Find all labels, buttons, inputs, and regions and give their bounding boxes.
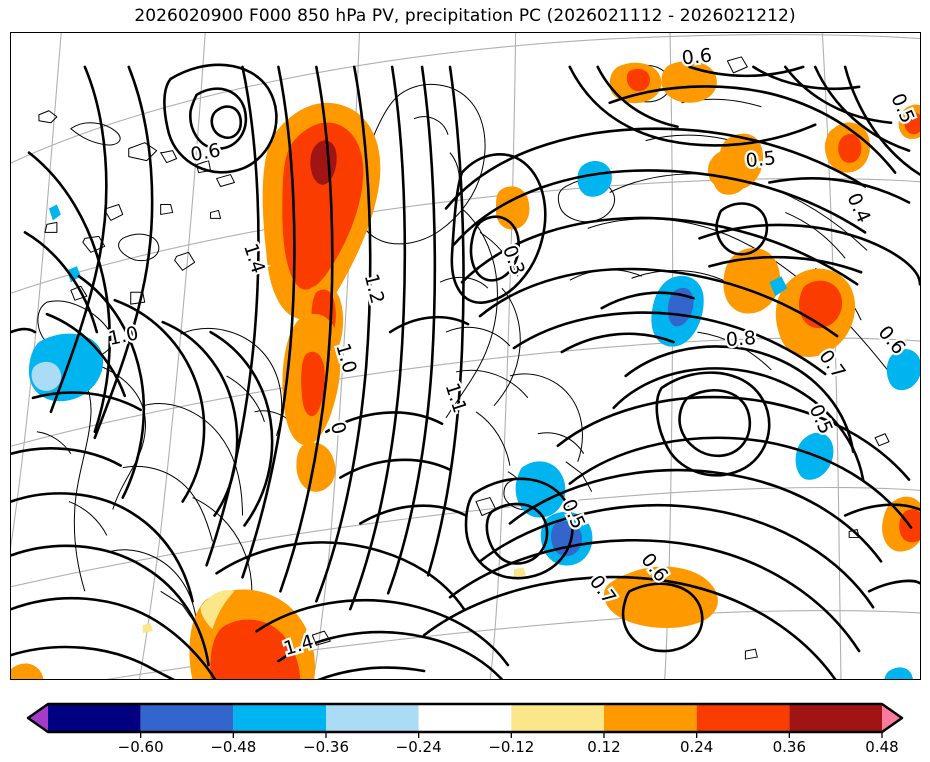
colorbar-cell-4 bbox=[326, 704, 419, 732]
shaded-region-edge-2-red bbox=[904, 113, 920, 135]
shaded-region-sw-corner bbox=[11, 663, 44, 679]
shaded-region-iceland2-blue bbox=[577, 160, 612, 197]
contour-labels: 1.4 1.2 1.0 1.1 0.3 0.6 0.5 0.5 0.4 0.8 … bbox=[104, 42, 920, 662]
shaded-region-far-right-blue2 bbox=[884, 667, 913, 679]
colorbar-swatches[interactable] bbox=[0, 698, 930, 740]
colorbar-tick-labels: −0.60 −0.48 −0.36 −0.24 −0.12 0.12 0.24 0.36 0.4… bbox=[0, 738, 930, 762]
colorbar-cell-1 bbox=[48, 704, 141, 732]
shaded-region-sw-red bbox=[210, 619, 301, 679]
colorbar-outline bbox=[26, 702, 904, 734]
colorbar-tick-label: −0.12 bbox=[488, 738, 535, 756]
shaded-region-far-right-blue bbox=[886, 349, 920, 391]
shaded-region-nw-red bbox=[282, 122, 364, 290]
contour-map-svg: 1.4 1.2 1.0 1.1 0.3 0.6 0.5 0.5 0.4 0.8 … bbox=[11, 33, 920, 679]
shaded-region-south-band bbox=[603, 566, 718, 629]
pv-contours bbox=[11, 63, 920, 679]
shaded-region-centre-cell-a bbox=[712, 153, 750, 195]
colorbar-cell-3 bbox=[233, 704, 326, 732]
shaded-region-iceland-blue-light bbox=[31, 361, 62, 391]
colorbar-cell-extend-low bbox=[28, 704, 48, 732]
colorbar[interactable]: −0.60 −0.48 −0.36 −0.24 −0.12 0.12 0.24 0.36 0.4… bbox=[0, 698, 930, 762]
colorbar-tick-label: −0.24 bbox=[395, 738, 442, 756]
shaded-region-scandi-lower bbox=[296, 442, 336, 492]
colorbar-tick-label: −0.48 bbox=[210, 738, 257, 756]
svg-text:0.5: 0.5 bbox=[805, 401, 837, 437]
svg-text:0: 0 bbox=[326, 419, 350, 437]
shaded-region-speck-1 bbox=[513, 567, 526, 578]
colorbar-cell-2 bbox=[140, 704, 234, 732]
colorbar-tick-label: −0.60 bbox=[117, 738, 164, 756]
shaded-region-tiny-blue-2 bbox=[66, 266, 81, 283]
map-plot-area[interactable]: 1.4 1.2 1.0 1.1 0.3 0.6 0.5 0.5 0.4 0.8 … bbox=[10, 32, 921, 680]
page-title: 2026020900 F000 850 hPa PV, precipitatio… bbox=[134, 6, 796, 26]
colorbar-tick-label: 0.36 bbox=[772, 738, 807, 756]
shaded-region-speck-2 bbox=[142, 623, 153, 634]
colorbar-cell-7 bbox=[604, 704, 697, 732]
colorbar-cell-5 bbox=[418, 704, 512, 732]
svg-text:0.6: 0.6 bbox=[189, 139, 223, 166]
shaded-region-esib-red bbox=[798, 280, 843, 329]
shaded-region-nrus-4-red bbox=[838, 133, 862, 163]
svg-text:0.6: 0.6 bbox=[681, 44, 713, 69]
colorbar-tick-label: −0.36 bbox=[303, 738, 349, 756]
svg-text:1.2: 1.2 bbox=[360, 271, 389, 306]
svg-text:0.8: 0.8 bbox=[725, 327, 757, 351]
svg-text:0.3: 0.3 bbox=[498, 242, 529, 278]
colorbar-tick-label: 0.12 bbox=[587, 738, 621, 756]
shaded-region-uk-blue bbox=[515, 461, 566, 518]
shaded-region-tiny-blue-1 bbox=[48, 204, 61, 221]
colorbar-cell-6 bbox=[511, 704, 604, 732]
svg-text:1.1: 1.1 bbox=[441, 380, 471, 415]
colorbar-tick-label: 0.24 bbox=[679, 738, 714, 756]
colorbar-cell-9 bbox=[789, 704, 882, 732]
svg-text:1.4: 1.4 bbox=[239, 241, 269, 276]
svg-text:0.5: 0.5 bbox=[745, 147, 777, 172]
colorbar-cell-8 bbox=[696, 704, 790, 732]
colorbar-tick-label: 0.48 bbox=[865, 738, 899, 756]
svg-text:1.0: 1.0 bbox=[106, 322, 140, 350]
shaded-region-nrus-1-red bbox=[626, 68, 650, 92]
colorbar-cell-extend-high bbox=[882, 704, 902, 732]
shaded-region-small-blue-3 bbox=[769, 276, 788, 297]
shaded-region-scandi-red bbox=[301, 351, 325, 417]
shaded-region-sw-yellow-edge bbox=[200, 590, 235, 630]
